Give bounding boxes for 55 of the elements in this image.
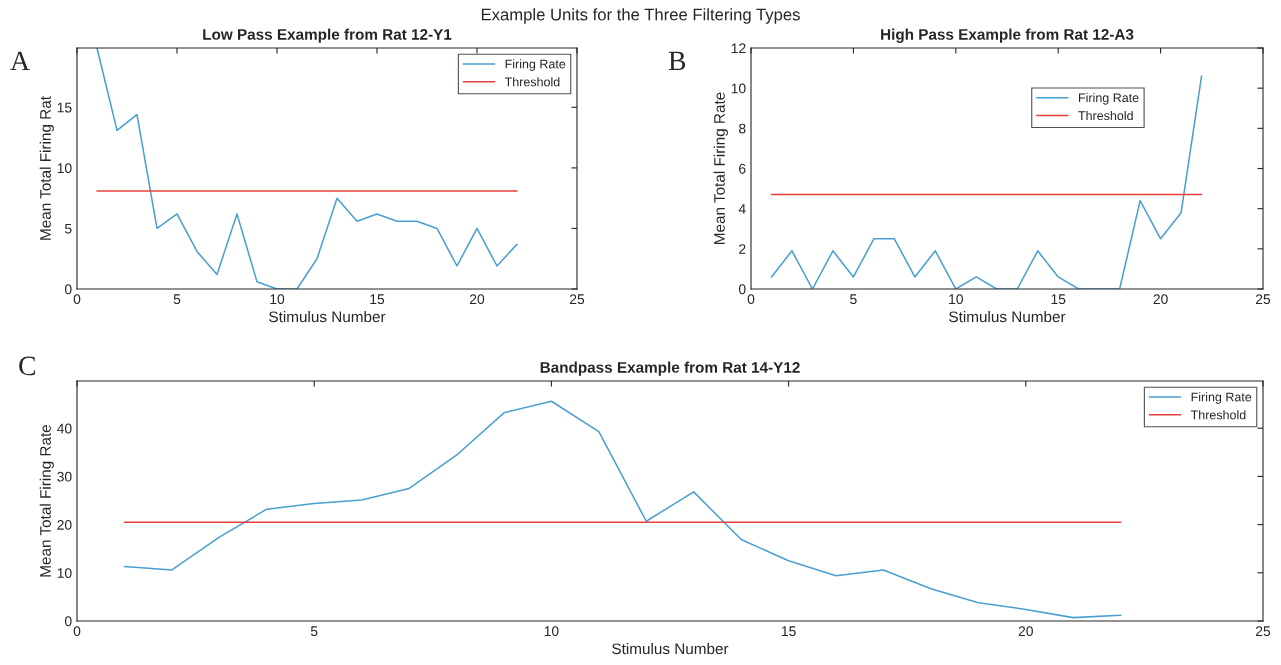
x-tick-label: 0 [73,626,81,637]
x-tick-label: 25 [1255,294,1271,305]
legend-label: Threshold [1078,110,1133,121]
y-tick-label: 8 [739,123,746,134]
y-axis-title: Mean Total Firing Rate [39,424,54,577]
y-axis-title: Mean Total Firing Rat [39,96,54,240]
legend-label: Firing Rate [1079,92,1139,105]
x-tick-label: 15 [1051,294,1066,305]
x-axis-title: Stimulus Number [612,642,729,655]
y-tick-label: 15 [57,102,72,113]
y-tick-label: 12 [731,43,746,54]
x-axis-title: Stimulus Number [269,310,386,323]
chart-title: High Pass Example from Rat 12-A3 [881,28,1134,43]
y-tick-label: 20 [57,519,72,530]
x-tick-label: 5 [310,626,318,637]
y-tick-label: 10 [731,83,746,94]
x-tick-label: 25 [1255,626,1271,637]
text: B [668,51,686,71]
y-tick-label: 10 [57,163,72,174]
x-axis-title: Stimulus Number [949,310,1066,323]
y-tick-label: 30 [57,471,72,482]
text: Example Units for the Three Filtering Types [481,8,800,24]
text: A [10,51,30,70]
y-tick-label: 4 [738,204,746,214]
x-tick-label: 20 [1153,294,1168,305]
text: C [19,356,35,376]
legend-label: Threshold [504,77,560,87]
chart-title: Bandpass Example from Rat 14-Y12 [540,361,800,376]
y-tick-label: 6 [739,163,746,174]
x-tick-label: 0 [73,294,81,305]
legend-label: Firing Rate [505,59,566,71]
x-tick-label: 10 [949,294,963,305]
line-series [123,400,1122,619]
x-tick-label: 5 [173,294,181,305]
x-tick-label: 10 [544,626,559,637]
y-axis-title: Mean Total Firing Rate [713,92,728,244]
line-series [770,75,1203,289]
y-tick-label: 0 [738,284,746,295]
x-tick-label: 5 [850,294,857,305]
y-tick-label: 10 [57,568,72,578]
x-tick-label: 20 [469,294,485,305]
y-tick-label: 5 [64,223,72,234]
x-tick-label: 15 [781,626,796,637]
x-tick-label: 25 [569,294,585,305]
y-tick-label: 40 [57,423,72,434]
y-tick-label: 2 [739,244,746,254]
x-tick-label: 15 [370,294,385,305]
x-tick-label: 10 [270,294,285,305]
legend-label: Firing Rate [1191,392,1252,404]
y-tick-label: 0 [64,284,72,295]
chart-title: Low Pass Example from Rat 12-Y1 [203,28,452,43]
x-tick-label: 20 [1018,626,1033,637]
y-tick-label: 0 [64,616,72,627]
x-tick-label: 0 [747,294,755,305]
legend-label: Threshold [1190,410,1246,420]
